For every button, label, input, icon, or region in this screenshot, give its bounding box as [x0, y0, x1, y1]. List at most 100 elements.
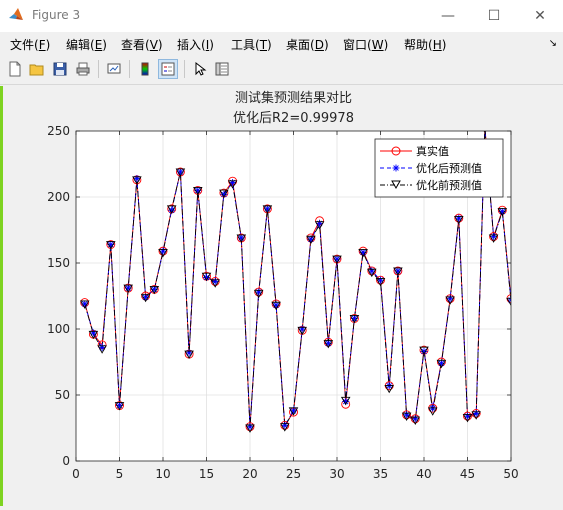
marker-before — [158, 248, 168, 258]
menu-window[interactable]: 窗口(W) — [343, 38, 389, 52]
legend-marker-actual — [391, 146, 401, 156]
dock-arrow-icon[interactable]: ↘ — [548, 38, 557, 49]
menu-insert[interactable]: 插入(I) — [177, 38, 214, 52]
marker-before — [288, 407, 299, 416]
new-figure-icon[interactable] — [5, 59, 25, 79]
marker-before — [471, 411, 481, 420]
colorbar-icon[interactable] — [135, 59, 155, 79]
link-plot-icon[interactable] — [104, 59, 124, 79]
marker-before — [140, 293, 151, 303]
x-tick-label: 15 — [199, 467, 214, 481]
minimize-button[interactable]: — — [441, 8, 455, 24]
pointer-icon[interactable] — [190, 59, 210, 79]
menu-desktop[interactable]: 桌面(D) — [286, 38, 329, 52]
marker-before — [497, 208, 508, 217]
asterisk-stroke — [482, 125, 487, 130]
marker-before — [419, 346, 429, 356]
marker-before — [79, 300, 90, 309]
marker-before — [166, 205, 177, 214]
asterisk-stroke — [482, 125, 487, 130]
legend-icon[interactable] — [158, 59, 178, 79]
x-tick-label: 30 — [329, 467, 344, 481]
marker-before — [323, 340, 334, 349]
series-line-before — [84, 131, 511, 429]
matlab-logo-icon — [9, 8, 23, 20]
menu-bar — [0, 32, 563, 56]
open-file-icon[interactable] — [27, 59, 47, 79]
marker-actual — [367, 266, 377, 276]
y-tick-label: 0 — [62, 454, 70, 468]
marker-actual — [402, 410, 412, 420]
window-accent-edge — [0, 86, 3, 506]
marker-actual — [376, 275, 385, 285]
series-markers — [79, 125, 511, 433]
marker-optimized — [159, 247, 167, 255]
menu-edit[interactable]: 编辑(E) — [66, 38, 107, 52]
menu-tools[interactable]: 工具(T) — [231, 38, 272, 52]
marker-before — [306, 235, 316, 245]
close-button[interactable]: ✕ — [534, 8, 546, 24]
marker-actual — [482, 131, 487, 132]
marker-before — [445, 296, 455, 305]
marker-before — [358, 248, 368, 258]
asterisk-stroke — [393, 165, 399, 171]
marker-before — [253, 289, 264, 299]
legend-marker-before — [391, 180, 401, 190]
marker-before — [219, 189, 229, 198]
asterisk-stroke — [421, 348, 427, 355]
x-tick-label: 20 — [242, 467, 257, 481]
toolbar — [0, 56, 563, 85]
marker-actual — [445, 294, 455, 304]
marker-before — [114, 402, 125, 411]
marker-before — [384, 384, 394, 394]
marker-actual — [245, 422, 255, 432]
window-title: Figure 3 — [32, 8, 81, 22]
marker-actual — [471, 409, 481, 418]
asterisk-stroke — [342, 398, 349, 405]
legend-marker-optimized — [392, 164, 400, 172]
marker-before — [297, 326, 307, 336]
chart-title: 测试集预测结果对比 — [235, 90, 352, 106]
menu-file[interactable]: 文件(F) — [10, 38, 51, 52]
asterisk-stroke — [168, 207, 175, 213]
toolbar-separator — [98, 60, 99, 78]
marker-before — [88, 330, 99, 340]
maximize-button[interactable]: ☐ — [487, 8, 501, 24]
marker-before — [262, 205, 273, 214]
legend-label-before: 优化前预测值 — [416, 178, 482, 192]
menu-help[interactable]: 帮助(H) — [404, 38, 447, 52]
marker-before — [106, 241, 116, 250]
y-tick-label: 250 — [47, 124, 70, 138]
marker-before — [332, 255, 342, 264]
marker-before — [340, 396, 351, 406]
x-tick-label: 5 — [116, 467, 124, 481]
marker-before — [97, 345, 107, 354]
marker-before — [210, 279, 220, 288]
property-inspector-icon[interactable] — [212, 59, 232, 79]
marker-before — [410, 416, 421, 425]
marker-before — [184, 350, 194, 359]
menu-view[interactable]: 查看(V) — [121, 38, 163, 52]
marker-before — [506, 297, 511, 307]
x-tick-label: 25 — [286, 467, 301, 481]
marker-before — [149, 285, 160, 295]
marker-before — [375, 278, 386, 287]
save-icon[interactable] — [50, 59, 70, 79]
x-tick-label: 35 — [373, 467, 388, 481]
legend[interactable]: 真实值 优化后预测值 优化前预测值 — [374, 138, 504, 198]
chart[interactable]: 0 5 10 15 20 25 30 35 40 45 50 0 50 100 150 200 250 测试集预… — [3, 86, 563, 506]
x-tick-label: 40 — [416, 467, 431, 481]
y-tick-label: 100 — [47, 322, 70, 336]
figure-canvas: 0 5 10 15 20 25 30 35 40 45 50 0 50 100 150 200 250 测试集预… — [3, 86, 563, 506]
marker-actual — [210, 277, 220, 286]
marker-before — [427, 407, 438, 416]
marker-before — [245, 424, 255, 433]
legend-label-optimized: 优化后预测值 — [416, 161, 482, 175]
marker-actual — [280, 420, 290, 430]
marker-before — [436, 359, 447, 369]
print-icon[interactable] — [73, 59, 93, 79]
marker-before — [462, 413, 473, 423]
title-bar: Figure 3 — ☐ ✕ — [0, 0, 563, 32]
chart-subtitle: 优化后R2=0.99978 — [233, 111, 354, 126]
